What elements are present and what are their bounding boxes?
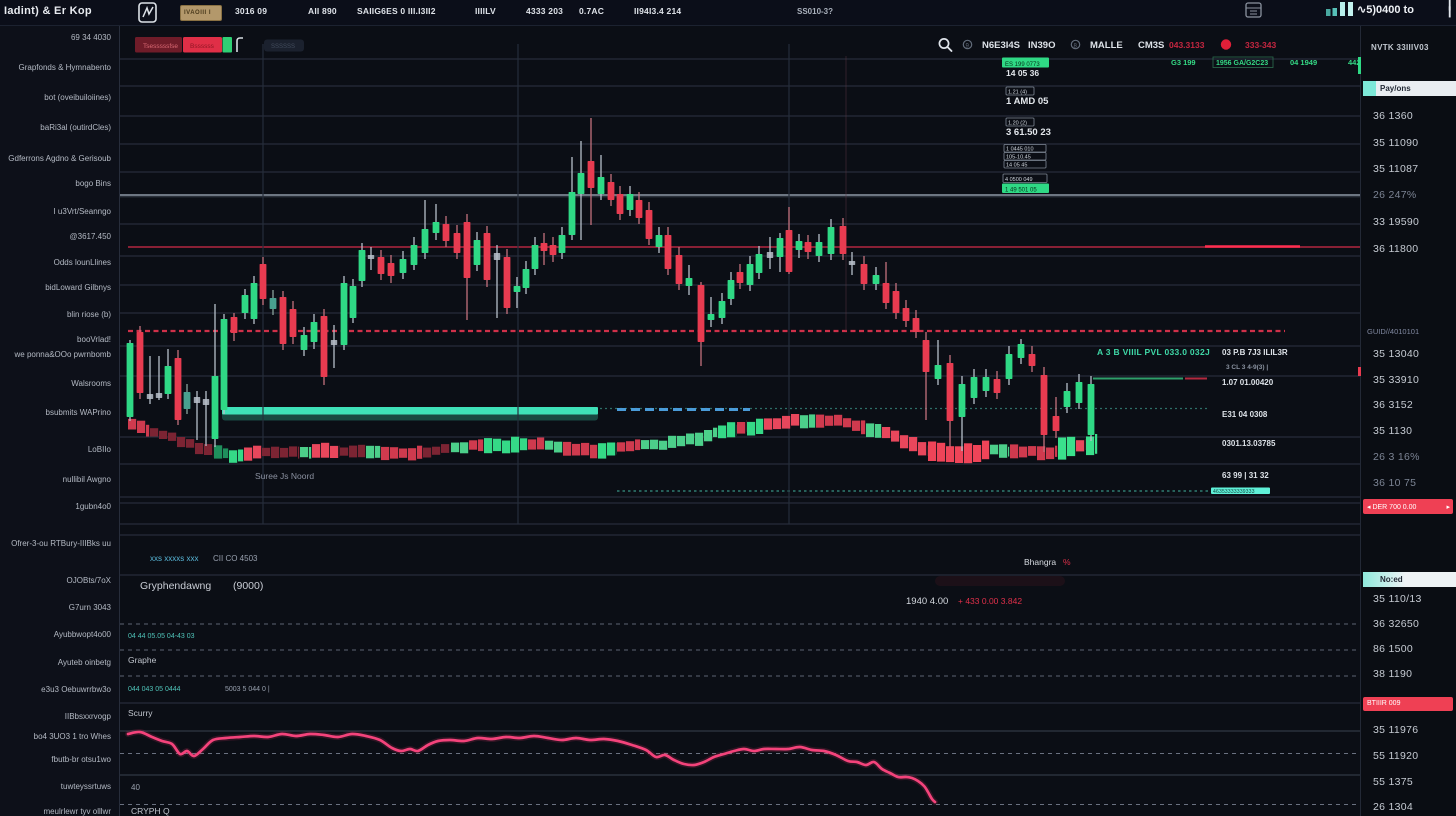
svg-text:CM3S: CM3S — [1138, 40, 1164, 51]
svg-text:044 043 05 0444: 044 043 05 0444 — [128, 686, 181, 693]
svg-text:04 44 05.05 04-43 03: 04 44 05.05 04-43 03 — [128, 633, 195, 640]
svg-text:40: 40 — [131, 783, 140, 792]
svg-text:1.20 (2): 1.20 (2) — [1008, 121, 1027, 127]
svg-text:03 P.B 7J3 ILIL3R: 03 P.B 7J3 ILIL3R — [1222, 348, 1288, 357]
svg-text:xxs xxxxs xxx: xxs xxxxs xxx — [150, 554, 198, 563]
svg-text:043.3133: 043.3133 — [1169, 40, 1205, 50]
svg-text:Tsesssssfse: Tsesssssfse — [143, 43, 178, 50]
svg-text:333-343: 333-343 — [1245, 40, 1276, 50]
svg-text:9: 9 — [966, 43, 970, 49]
svg-text:105-10.45: 105-10.45 — [1006, 155, 1031, 161]
svg-text:1956 GA/G2C23: 1956 GA/G2C23 — [1216, 60, 1268, 67]
svg-text:1 AMD 05: 1 AMD 05 — [1006, 96, 1049, 107]
svg-text:14 05 36: 14 05 36 — [1006, 68, 1039, 78]
svg-text:4 0500 049: 4 0500 049 — [1005, 177, 1033, 183]
svg-text:%: % — [1063, 557, 1071, 567]
svg-text:Graphe: Graphe — [128, 655, 157, 665]
svg-text:Bhangra: Bhangra — [1024, 557, 1056, 567]
svg-text:1.21 (4): 1.21 (4) — [1008, 90, 1027, 96]
svg-text:MALLE: MALLE — [1090, 40, 1123, 51]
svg-text:N6E3I4S: N6E3I4S — [982, 40, 1020, 51]
svg-text:1 0445 010: 1 0445 010 — [1006, 147, 1034, 153]
svg-text:+ 433 0.00 3.842: + 433 0.00 3.842 — [958, 596, 1022, 606]
svg-text:1 49 501 05: 1 49 501 05 — [1005, 188, 1037, 194]
svg-text:Gryphendawng: Gryphendawng — [140, 580, 211, 592]
svg-text:3 61.50 23: 3 61.50 23 — [1006, 127, 1051, 138]
svg-text:Suree Js Noord: Suree Js Noord — [255, 471, 314, 481]
svg-text:04 1949: 04 1949 — [1290, 58, 1317, 67]
svg-text:8: 8 — [1074, 43, 1078, 49]
svg-text:Bssssss: Bssssss — [190, 43, 215, 50]
svg-text:ES 199 0773: ES 199 0773 — [1005, 62, 1040, 68]
svg-text:0301.13.03785: 0301.13.03785 — [1222, 439, 1276, 448]
svg-text:4429: 4429 — [1348, 58, 1365, 67]
svg-text:46353333339333: 46353333339333 — [1213, 489, 1255, 495]
svg-text:(9000): (9000) — [233, 580, 263, 592]
svg-text:3 CL 3 4-9(3) |: 3 CL 3 4-9(3) | — [1226, 364, 1268, 371]
svg-text:14 05 45: 14 05 45 — [1006, 163, 1027, 169]
svg-text:Scurry: Scurry — [128, 708, 153, 718]
svg-text:E31 04 0308: E31 04 0308 — [1222, 410, 1268, 419]
svg-text:1940 4.00: 1940 4.00 — [906, 596, 948, 607]
svg-text:CII CO 4503: CII CO 4503 — [213, 554, 258, 563]
svg-text:IN39O: IN39O — [1028, 40, 1055, 51]
svg-text:A 3 B VIIIL PVL 033.0 032J: A 3 B VIIIL PVL 033.0 032J — [1097, 347, 1210, 357]
svg-text:SSSSSS: SSSSSS — [271, 44, 295, 50]
svg-text:5003 5 044 0 |: 5003 5 044 0 | — [225, 686, 270, 693]
svg-text:CRYPH Q: CRYPH Q — [131, 806, 170, 816]
svg-text:63 99 | 31 32: 63 99 | 31 32 — [1222, 471, 1269, 480]
svg-text:1.07 01.00420: 1.07 01.00420 — [1222, 378, 1274, 387]
svg-text:G3 199: G3 199 — [1171, 58, 1196, 67]
